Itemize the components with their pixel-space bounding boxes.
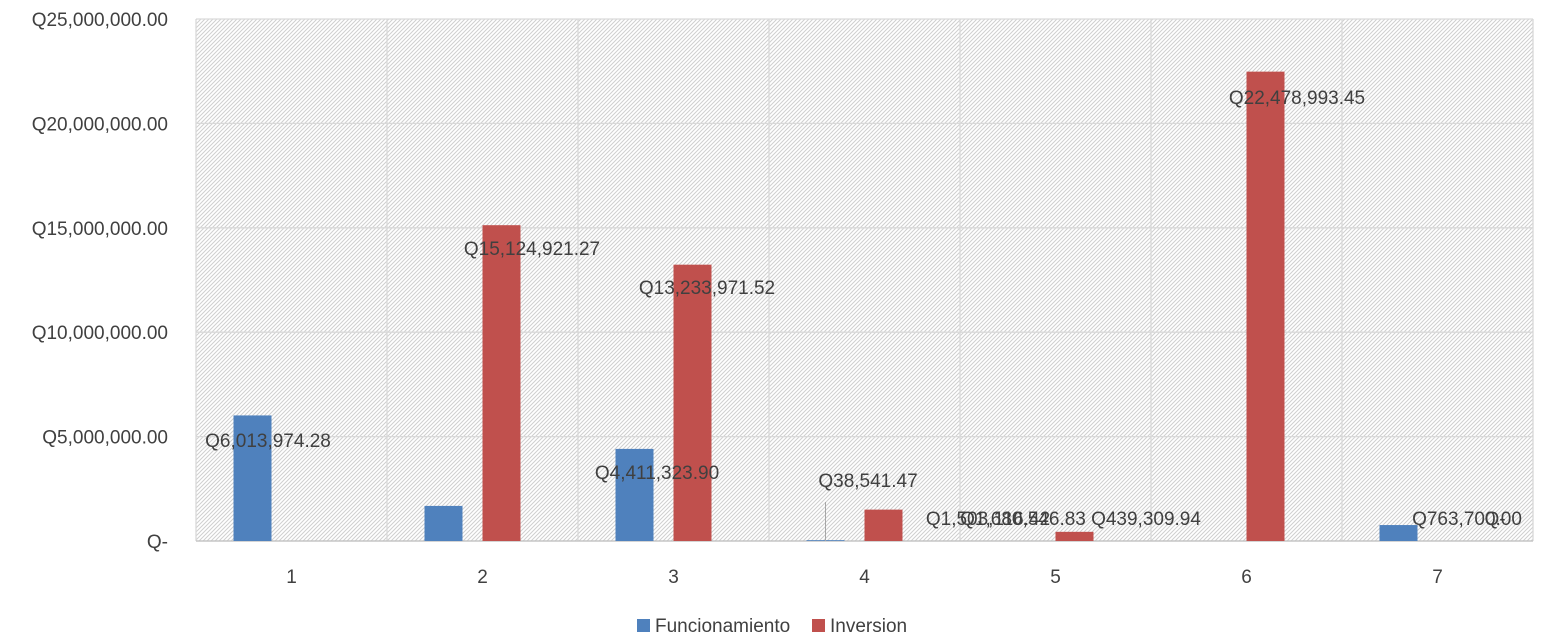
x-tick-label: 4 (859, 567, 870, 588)
y-tick-label: Q5,000,000.00 (42, 428, 168, 449)
x-tick-label: 7 (1432, 567, 1443, 588)
bar-funcionamiento-1 (233, 415, 272, 541)
x-tick-label: 2 (477, 567, 488, 588)
bars (233, 71, 1418, 542)
y-tick-label: Q15,000,000.00 (32, 219, 168, 240)
data-label-funcionamiento-3: Q4,411,323.90 (595, 463, 719, 484)
x-tick-label: 3 (668, 567, 679, 588)
legend-swatch-funcionamiento (637, 619, 650, 632)
gridlines (195, 18, 1534, 542)
y-tick-label: Q25,000,000.00 (32, 10, 168, 31)
x-tick-label: 5 (1050, 567, 1061, 588)
data-label-inversion-6: Q22,478,993.45 (1229, 88, 1365, 109)
data-label-inversion-5: Q439,309.94 (1091, 509, 1201, 530)
legend: Funcionamiento Inversion (637, 616, 907, 637)
x-tick-label: 1 (286, 567, 297, 588)
data-labels: Q6,013,974.28 Q1,680,546.83 Q4,411,323.90 Q… (205, 88, 1522, 541)
y-tick-label: Q20,000,000.00 (32, 114, 168, 135)
y-tick-label: Q- (147, 532, 168, 553)
bar-funcionamiento-7 (1379, 525, 1418, 541)
plot-area (196, 19, 1533, 541)
bar-inversion-6 (1246, 71, 1285, 542)
bar-inversion-5 (1055, 531, 1094, 541)
data-label-inversion-2: Q15,124,921.27 (464, 239, 600, 260)
data-label-funcionamiento-2: Q1,680,546.83 (960, 509, 1086, 530)
data-label-funcionamiento-1: Q6,013,974.28 (205, 431, 331, 452)
y-tick-label: Q10,000,000.00 (32, 323, 168, 344)
data-label-inversion-4: Q1,503,116.42 (926, 509, 1050, 530)
bar-funcionamiento-3 (615, 448, 654, 541)
bar-inversion-2 (482, 225, 521, 541)
legend-swatch-inversion (812, 619, 825, 632)
x-tick-label: 6 (1241, 567, 1252, 588)
bar-funcionamiento-2 (424, 505, 463, 541)
data-label-funcionamiento-4: Q38,541.47 (818, 471, 917, 492)
bar-inversion-3 (673, 264, 712, 541)
data-label-inversion-3: Q13,233,971.52 (639, 278, 775, 299)
data-label-funcionamiento-7: Q763,700.00 (1412, 509, 1522, 530)
data-label-inversion-7: Q- (1484, 509, 1505, 530)
legend-label-funcionamiento: Funcionamiento (655, 616, 790, 637)
bar-inversion-4 (864, 509, 903, 541)
legend-label-inversion: Inversion (830, 616, 907, 637)
axes: Q- Q5,000,000.00 Q10,000,000.00 Q15,000,000… (32, 10, 1533, 588)
